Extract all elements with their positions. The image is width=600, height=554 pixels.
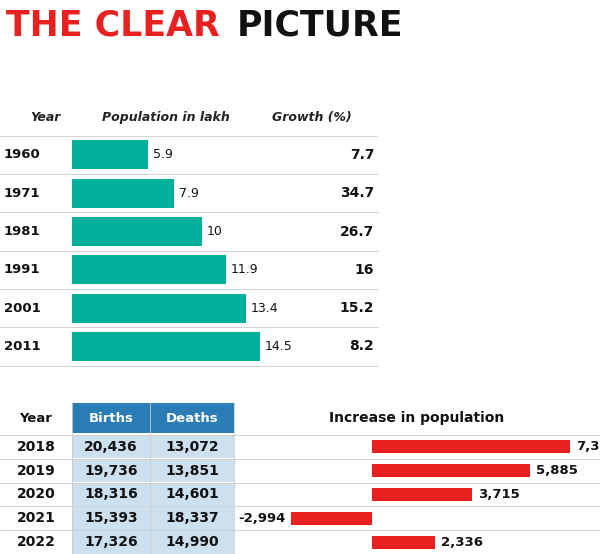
- Text: 13,072: 13,072: [165, 440, 219, 454]
- Text: 1960: 1960: [4, 148, 41, 161]
- Text: Population in lakh: Population in lakh: [103, 111, 230, 124]
- Text: 10: 10: [206, 225, 222, 238]
- Text: Year: Year: [20, 412, 52, 425]
- FancyBboxPatch shape: [72, 459, 234, 483]
- Text: -2,994: -2,994: [238, 512, 286, 525]
- FancyBboxPatch shape: [72, 294, 246, 323]
- Text: 3,715: 3,715: [478, 488, 520, 501]
- Text: 26.7: 26.7: [340, 224, 374, 239]
- Text: 1981: 1981: [4, 225, 40, 238]
- Text: 2001: 2001: [4, 302, 41, 315]
- Text: 2021: 2021: [17, 511, 55, 525]
- FancyBboxPatch shape: [72, 255, 226, 284]
- Text: 34.7: 34.7: [340, 186, 374, 200]
- Text: 5.9: 5.9: [153, 148, 173, 161]
- Text: 2,336: 2,336: [441, 536, 483, 548]
- Text: 14,601: 14,601: [165, 488, 219, 501]
- Text: 20,436: 20,436: [84, 440, 138, 454]
- Text: 11.9: 11.9: [231, 263, 259, 276]
- FancyBboxPatch shape: [72, 178, 175, 208]
- Text: 1991: 1991: [4, 263, 40, 276]
- Text: 18,316: 18,316: [84, 488, 138, 501]
- Text: 14.5: 14.5: [265, 340, 293, 353]
- FancyBboxPatch shape: [72, 435, 234, 459]
- FancyBboxPatch shape: [72, 332, 260, 361]
- Text: Births: Births: [89, 412, 133, 425]
- FancyBboxPatch shape: [150, 403, 234, 433]
- Text: 5,885: 5,885: [536, 464, 578, 477]
- Text: 2020: 2020: [17, 488, 55, 501]
- Text: 8.2: 8.2: [349, 340, 374, 353]
- FancyBboxPatch shape: [372, 488, 472, 501]
- Text: 15.2: 15.2: [340, 301, 374, 315]
- Text: 14,990: 14,990: [165, 535, 219, 549]
- Text: 2019: 2019: [17, 464, 55, 478]
- Text: 7.7: 7.7: [350, 148, 374, 162]
- Text: 2022: 2022: [17, 535, 55, 549]
- Text: Natural course: Natural course: [236, 376, 364, 391]
- Text: 2011: 2011: [4, 340, 40, 353]
- Text: 1971: 1971: [4, 187, 40, 199]
- FancyBboxPatch shape: [72, 530, 234, 554]
- Text: Growth (%): Growth (%): [272, 111, 352, 124]
- Text: THE CLEAR: THE CLEAR: [6, 9, 232, 43]
- FancyBboxPatch shape: [372, 440, 570, 453]
- Text: 18,337: 18,337: [165, 511, 219, 525]
- Text: Deaths: Deaths: [166, 412, 218, 425]
- Text: Year: Year: [30, 111, 61, 124]
- Text: 13,851: 13,851: [165, 464, 219, 478]
- Text: 17,326: 17,326: [84, 535, 138, 549]
- Text: 16: 16: [355, 263, 374, 277]
- FancyBboxPatch shape: [72, 403, 150, 433]
- FancyBboxPatch shape: [372, 536, 435, 548]
- Text: 19,736: 19,736: [84, 464, 138, 478]
- FancyBboxPatch shape: [292, 512, 372, 525]
- FancyBboxPatch shape: [72, 140, 148, 170]
- Text: 7.9: 7.9: [179, 187, 199, 199]
- Text: 2018: 2018: [17, 440, 55, 454]
- Text: PICTURE: PICTURE: [237, 9, 404, 43]
- FancyBboxPatch shape: [72, 506, 234, 530]
- FancyBboxPatch shape: [72, 217, 202, 246]
- FancyBboxPatch shape: [72, 483, 234, 506]
- FancyBboxPatch shape: [372, 464, 530, 477]
- Text: 15,393: 15,393: [84, 511, 138, 525]
- Text: 13.4: 13.4: [250, 302, 278, 315]
- Text: 7,364: 7,364: [576, 440, 600, 453]
- Text: Increase in population: Increase in population: [329, 411, 505, 425]
- Text: Total decadal growth in population: Total decadal growth in population: [52, 66, 326, 80]
